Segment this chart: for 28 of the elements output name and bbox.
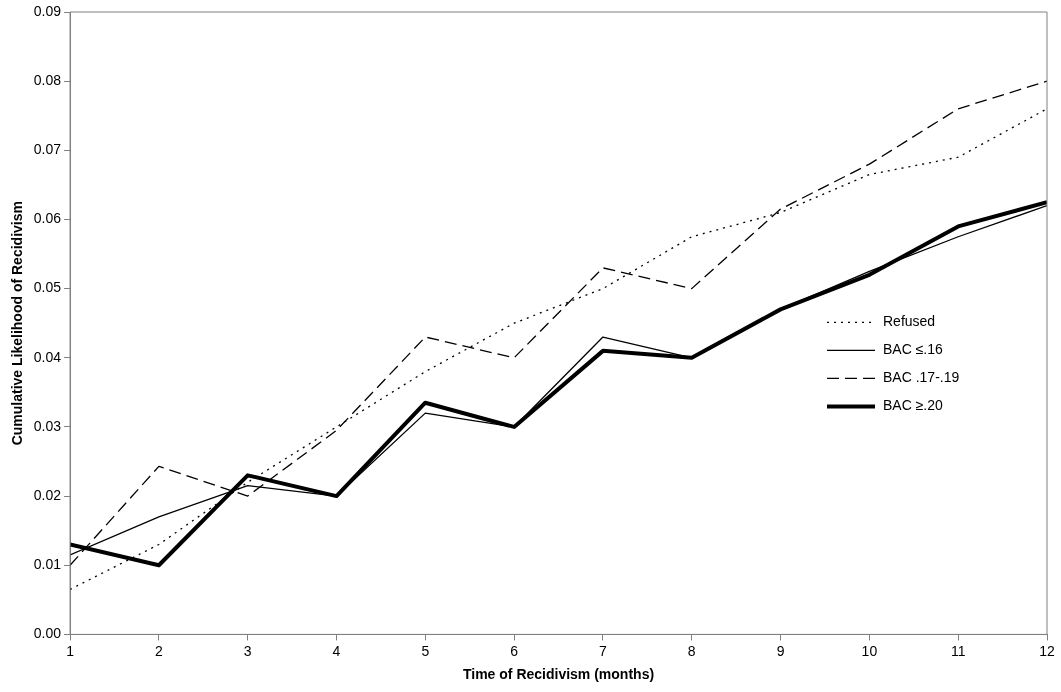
y-tick-label: 0.01: [33, 556, 62, 573]
x-tick-label: 4: [332, 642, 341, 659]
x-tick-label: 6: [510, 642, 519, 659]
x-tick-label: 3: [243, 642, 252, 659]
x-tick-label: 2: [154, 642, 163, 659]
legend-label: BAC ≤.16: [883, 341, 944, 358]
y-tick-label: 0.08: [33, 72, 62, 89]
legend-label: BAC ≥.20: [883, 397, 944, 414]
x-tick-label: 1: [66, 642, 75, 659]
y-tick-label: 0.00: [33, 625, 62, 642]
y-tick-label: 0.02: [33, 486, 62, 503]
x-tick-label: 10: [861, 642, 878, 659]
x-tick-label: 12: [1039, 642, 1055, 659]
y-tick-label: 0.09: [33, 2, 62, 19]
x-tick-label: 8: [687, 642, 696, 659]
x-tick-label: 7: [599, 642, 608, 659]
y-axis-title: Cumulative Likelihood of Recidivism: [9, 201, 26, 446]
y-tick-label: 0.07: [33, 141, 62, 158]
y-tick-label: 0.03: [33, 417, 62, 434]
x-tick-label: 11: [950, 642, 966, 659]
legend-label: BAC .17-.19: [883, 369, 960, 386]
x-tick-label: 9: [776, 642, 785, 659]
legend-label: Refused: [883, 313, 936, 330]
x-tick-label: 5: [421, 642, 430, 659]
y-tick-label: 0.06: [33, 210, 62, 227]
x-axis-title: Time of Recidivism (months): [462, 666, 655, 683]
y-tick-label: 0.04: [33, 348, 62, 365]
y-tick-label: 0.05: [33, 279, 62, 296]
